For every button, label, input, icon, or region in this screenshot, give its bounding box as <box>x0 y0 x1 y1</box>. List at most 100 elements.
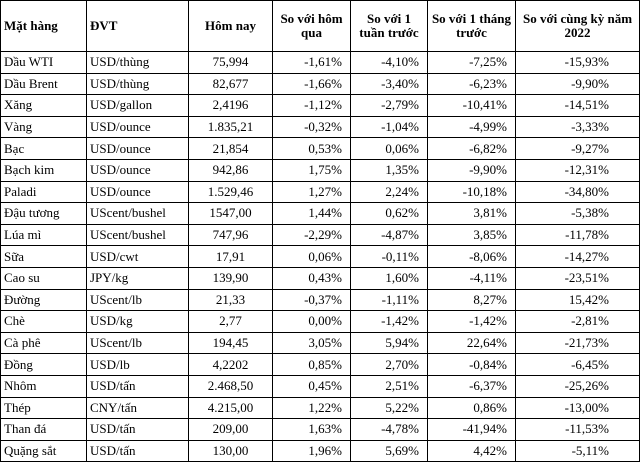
table-row: Sữa USD/cwt 17,91 0,06% -0,11% -8,06% -14,27% <box>0 245 640 268</box>
table-cell: USD/thùng <box>86 72 189 96</box>
table-cell: USD/ounce <box>86 115 189 139</box>
table-cell: 130,00 <box>188 439 273 463</box>
table-cell: 0,62% <box>350 202 428 225</box>
table-cell: -25,26% <box>515 374 640 398</box>
table-cell: UScent/lb <box>86 331 189 355</box>
table-row: Xăng USD/gallon 2,4196 -1,12% -2,79% -10,41% -… <box>0 94 640 117</box>
table-cell: -7,25% <box>427 51 516 74</box>
table-cell: USD/tấn <box>86 374 189 398</box>
table-row: Chè USD/kg 2,77 0,00% -1,42% -1,42% -2,81% <box>0 310 640 333</box>
table-cell: -2,29% <box>272 223 351 247</box>
table-cell: 2,70% <box>350 353 428 376</box>
table-cell: Vàng <box>0 115 87 139</box>
table-row: Bạc USD/ounce 21,854 0,53% 0,06% -6,82% -9,27% <box>0 137 640 160</box>
table-body: Dầu WTI USD/thùng 75,994 -1,61% -4,10% -7,25%… <box>0 51 640 463</box>
header-row: Mặt hàng ĐVT Hôm nay So với hôm qua So với 1… <box>0 0 640 52</box>
table-cell: 22,64% <box>427 331 516 355</box>
table-cell: -2,81% <box>515 310 640 333</box>
column-header: So với 1 tháng trước <box>427 0 516 52</box>
table-cell: -1,04% <box>350 115 428 139</box>
table-cell: USD/ounce <box>86 180 189 204</box>
table-cell: -11,78% <box>515 223 640 247</box>
table-cell: 0,45% <box>272 374 351 398</box>
table-cell: -10,41% <box>427 94 516 117</box>
table-cell: -0,11% <box>350 245 428 268</box>
table-cell: JPY/kg <box>86 266 189 290</box>
table-cell: -23,51% <box>515 266 640 290</box>
table-row: Vàng USD/ounce 1.835,21 -0,32% -1,04% -4,99% -… <box>0 115 640 139</box>
table-cell: -9,90% <box>427 158 516 182</box>
table-cell: 3,81% <box>427 202 516 225</box>
table-cell: -41,94% <box>427 418 516 441</box>
table-cell: 194,45 <box>188 331 273 355</box>
table-cell: USD/cwt <box>86 245 189 268</box>
table-cell: -1,42% <box>350 310 428 333</box>
table-cell: 1.835,21 <box>188 115 273 139</box>
table-cell: 21,854 <box>188 137 273 160</box>
table-cell: CNY/tấn <box>86 396 189 420</box>
table-row: Thép CNY/tấn 4.215,00 1,22% 5,22% 0,86% -13,00… <box>0 396 640 420</box>
table-cell: 139,90 <box>188 266 273 290</box>
table-cell: Than đá <box>0 418 87 441</box>
table-cell: Bạc <box>0 137 87 160</box>
table-cell: Đường <box>0 288 87 312</box>
table-cell: 1,35% <box>350 158 428 182</box>
table-row: Bạch kim USD/ounce 942,86 1,75% 1,35% -9,90% -… <box>0 158 640 182</box>
table-cell: 5,94% <box>350 331 428 355</box>
table-cell: 4,42% <box>427 439 516 463</box>
table-cell: USD/ounce <box>86 158 189 182</box>
table-cell: 5,69% <box>350 439 428 463</box>
table-cell: -3,40% <box>350 72 428 96</box>
table-cell: -21,73% <box>515 331 640 355</box>
column-header: Mặt hàng <box>0 0 87 52</box>
table-cell: 2,24% <box>350 180 428 204</box>
table-cell: 0,53% <box>272 137 351 160</box>
table-row: Dầu WTI USD/thùng 75,994 -1,61% -4,10% -7,25%… <box>0 51 640 74</box>
table-cell: -11,53% <box>515 418 640 441</box>
table-cell: Sữa <box>0 245 87 268</box>
table-row: Đồng USD/lb 4,2202 0,85% 2,70% -0,84% -6,45% <box>0 353 640 376</box>
table-cell: UScent/bushel <box>86 223 189 247</box>
table-row: Đường UScent/lb 21,33 -0,37% -1,11% 8,27% 15,4… <box>0 288 640 312</box>
table-cell: -4,87% <box>350 223 428 247</box>
table-cell: UScent/lb <box>86 288 189 312</box>
table-cell: 1,27% <box>272 180 351 204</box>
table-cell: 82,677 <box>188 72 273 96</box>
table-cell: 0,86% <box>427 396 516 420</box>
table-cell: -15,93% <box>515 51 640 74</box>
table-cell: 5,22% <box>350 396 428 420</box>
table-cell: -0,84% <box>427 353 516 376</box>
table-cell: 2,51% <box>350 374 428 398</box>
table-cell: 2.468,50 <box>188 374 273 398</box>
table-cell: 4.215,00 <box>188 396 273 420</box>
table-cell: USD/lb <box>86 353 189 376</box>
table-cell: Paladi <box>0 180 87 204</box>
table-cell: 1,44% <box>272 202 351 225</box>
table-cell: 3,85% <box>427 223 516 247</box>
table-cell: -5,38% <box>515 202 640 225</box>
table-cell: USD/tấn <box>86 418 189 441</box>
table-cell: -6,23% <box>427 72 516 96</box>
table-cell: -10,18% <box>427 180 516 204</box>
column-header: So với 1 tuần trước <box>350 0 428 52</box>
table-cell: -4,78% <box>350 418 428 441</box>
table-cell: 1,63% <box>272 418 351 441</box>
table-cell: 2,4196 <box>188 94 273 117</box>
table-cell: Nhôm <box>0 374 87 398</box>
table-cell: 1,96% <box>272 439 351 463</box>
table-cell: 2,77 <box>188 310 273 333</box>
table-row: Quặng sắt USD/tấn 130,00 1,96% 5,69% 4,42% -5,… <box>0 439 640 463</box>
table-cell: -1,61% <box>272 51 351 74</box>
table-cell: USD/tấn <box>86 439 189 463</box>
table-cell: -6,82% <box>427 137 516 160</box>
table-cell: Đậu tương <box>0 202 87 225</box>
table-cell: Xăng <box>0 94 87 117</box>
table-row: Cao su JPY/kg 139,90 0,43% 1,60% -4,11% -23,51… <box>0 266 640 290</box>
table-cell: 3,05% <box>272 331 351 355</box>
table-cell: 1547,00 <box>188 202 273 225</box>
table-cell: -6,45% <box>515 353 640 376</box>
table-cell: 8,27% <box>427 288 516 312</box>
table-cell: -14,51% <box>515 94 640 117</box>
table-cell: 1,75% <box>272 158 351 182</box>
